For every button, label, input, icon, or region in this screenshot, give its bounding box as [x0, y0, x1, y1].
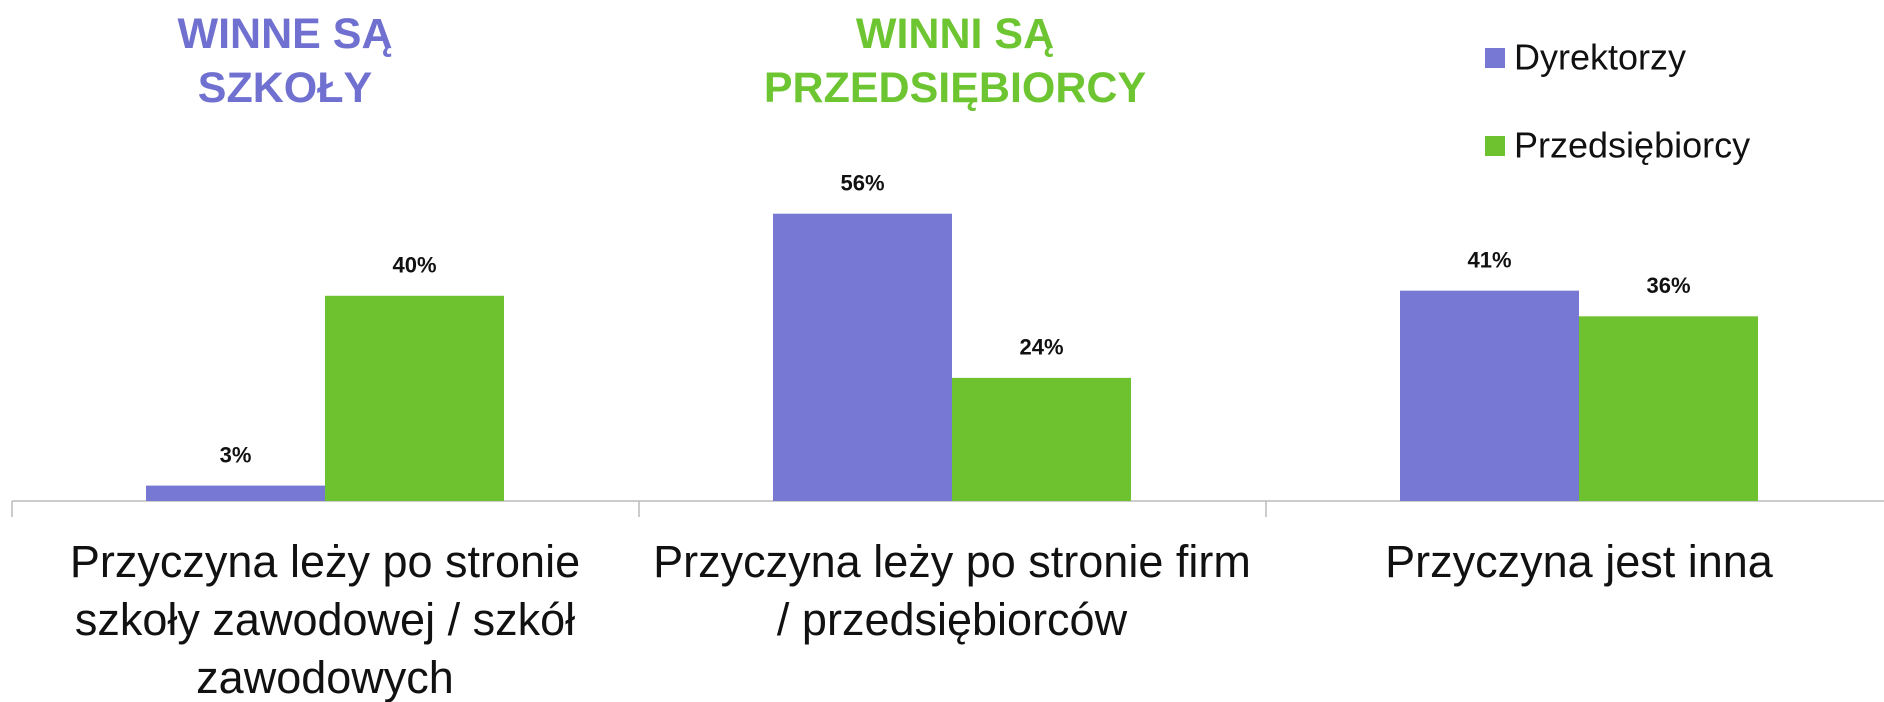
annotation: PRZEDSIĘBIORCY — [763, 64, 1147, 112]
value-label: 41% — [1467, 247, 1511, 272]
bar — [773, 213, 952, 501]
legend-swatch — [1485, 136, 1505, 156]
annotation: WINNI SĄ — [855, 10, 1055, 58]
annotation: WINNE SĄ — [177, 10, 393, 58]
x-tick-label: Przyczyna leży po stronie szkoły zawodow… — [69, 536, 581, 702]
legend-label: Przedsiębiorcy — [1514, 125, 1750, 166]
bar — [1400, 290, 1579, 501]
x-tick-label: Przyczyna jest inna — [1385, 536, 1773, 587]
value-label: 40% — [392, 253, 436, 278]
value-label: 24% — [1019, 335, 1063, 360]
x-tick-label: Przyczyna leży po stronie firm / przedsi… — [653, 536, 1251, 645]
bar — [1579, 316, 1758, 501]
value-label: 56% — [840, 171, 884, 196]
legend-label: Dyrektorzy — [1514, 37, 1686, 78]
bar — [325, 295, 504, 501]
value-label: 3% — [220, 442, 252, 467]
legend-swatch — [1485, 48, 1505, 68]
bar — [146, 485, 325, 501]
bar — [952, 377, 1131, 501]
annotation: SZKOŁY — [197, 64, 373, 112]
value-label: 36% — [1646, 273, 1690, 298]
